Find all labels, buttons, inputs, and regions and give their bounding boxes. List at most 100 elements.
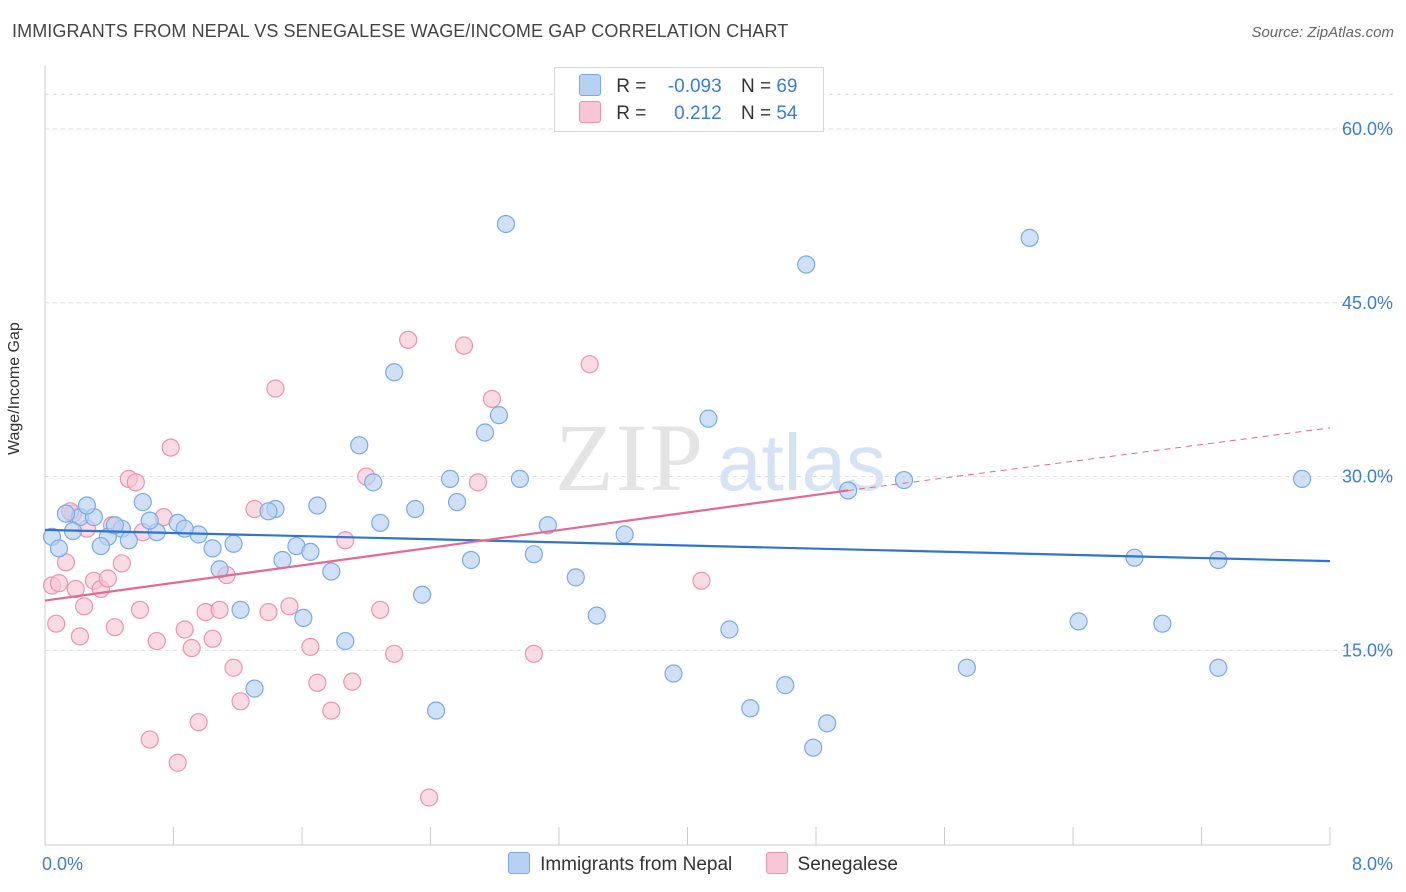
nepal-point xyxy=(364,473,383,492)
nepal-point xyxy=(49,539,69,558)
nepal-point xyxy=(210,560,229,579)
senegalese-trend-line xyxy=(44,489,849,602)
nepal-point xyxy=(385,363,404,382)
legend-n-value: 69 xyxy=(776,76,798,97)
nepal-point xyxy=(1153,614,1172,633)
nepal-point xyxy=(413,585,432,604)
senegalese-point xyxy=(468,473,488,492)
nepal-point xyxy=(447,492,467,512)
senegalese-point xyxy=(203,629,222,648)
bottom-legend-swatch-senegalese xyxy=(765,852,788,874)
senegalese-point xyxy=(47,614,66,633)
senegalese-trend-line-extension xyxy=(847,427,1331,491)
senegalese-point xyxy=(210,600,229,619)
senegalese-point xyxy=(399,330,418,349)
nepal-point xyxy=(957,658,976,677)
nepal-trend-line xyxy=(44,528,1331,563)
senegalese-point xyxy=(280,597,299,616)
senegalese-point xyxy=(385,644,404,663)
senegalese-point xyxy=(524,644,543,663)
nepal-point xyxy=(133,492,152,512)
legend-r-label: R = xyxy=(616,103,647,124)
nepal-point xyxy=(56,504,76,523)
nepal-point xyxy=(224,534,243,553)
senegalese-point xyxy=(189,713,208,732)
nepal-point xyxy=(720,620,739,639)
senegalese-point xyxy=(580,355,599,374)
nepal-point xyxy=(496,214,516,234)
trend-lines xyxy=(44,427,1331,602)
legend-row-nepal: R = -0.093 N = 69 xyxy=(579,74,797,98)
nepal-point xyxy=(371,513,390,533)
nepal-point xyxy=(1069,612,1088,631)
legend-swatch-senegalese xyxy=(579,101,601,123)
senegalese-point xyxy=(301,637,320,656)
bottom-legend-item-nepal: Immigrants from Nepal xyxy=(508,852,732,876)
senegalese-point xyxy=(420,788,439,807)
nepal-point xyxy=(322,562,341,581)
senegalese-point xyxy=(231,692,250,711)
series-nepal-points xyxy=(42,214,1312,757)
senegalese-point xyxy=(49,574,69,593)
legend-swatch-nepal xyxy=(579,74,601,96)
senegalese-point xyxy=(140,730,159,749)
watermark-zip: ZIP xyxy=(555,404,705,511)
nepal-point xyxy=(1125,548,1144,567)
senegalese-point xyxy=(322,701,341,720)
senegalese-point xyxy=(130,600,150,619)
senegalese-point xyxy=(482,389,502,409)
nepal-point xyxy=(1292,469,1312,488)
senegalese-point xyxy=(692,571,711,590)
senegalese-point xyxy=(147,631,166,651)
nepal-point xyxy=(294,608,313,628)
legend-row-senegalese: R = 0.212 N = 54 xyxy=(579,101,797,125)
nepal-point xyxy=(475,423,495,442)
nepal-point xyxy=(140,511,159,530)
bottom-legend: Immigrants from Nepal Senegalese xyxy=(0,852,1406,876)
senegalese-point xyxy=(126,473,145,492)
senegalese-point xyxy=(343,672,362,691)
watermark-atlas: atlas xyxy=(717,418,886,507)
senegalese-point xyxy=(168,753,187,772)
nepal-point xyxy=(804,738,823,757)
chart-title: IMMIGRANTS FROM NEPAL VS SENEGALESE WAGE… xyxy=(12,21,789,41)
nepal-point xyxy=(797,255,816,274)
nepal-point xyxy=(524,545,543,564)
nepal-point xyxy=(245,679,264,698)
nepal-point xyxy=(1209,658,1228,677)
bottom-legend-swatch-nepal xyxy=(508,852,531,874)
y-tick-label: 30.0% xyxy=(1342,467,1393,487)
nepal-point xyxy=(461,550,481,570)
senegalese-point xyxy=(224,658,243,677)
nepal-point xyxy=(273,550,292,570)
senegalese-point xyxy=(371,600,390,619)
watermark: ZIP atlas xyxy=(555,404,886,511)
y-tick-label: 45.0% xyxy=(1342,293,1393,313)
nepal-point xyxy=(77,496,97,515)
nepal-point xyxy=(406,499,425,519)
legend-r-label: R = xyxy=(616,76,647,97)
x-tick-label-min: 0.0% xyxy=(42,854,83,874)
nepal-point xyxy=(350,436,369,455)
nepal-point xyxy=(308,496,327,515)
nepal-point xyxy=(336,631,355,651)
senegalese-point xyxy=(112,554,131,573)
series-senegalese-points xyxy=(42,330,711,807)
legend-n-value: 54 xyxy=(776,103,798,124)
senegalese-point xyxy=(259,603,278,622)
legend-n-label: N = xyxy=(740,76,772,97)
grid-lines xyxy=(45,93,1395,651)
nepal-point xyxy=(699,409,718,428)
y-tick-label: 15.0% xyxy=(1342,640,1393,660)
legend-r-value: 0.212 xyxy=(674,103,722,124)
nepal-point xyxy=(894,470,914,490)
nepal-point xyxy=(615,525,634,544)
senegalese-point xyxy=(308,673,327,692)
x-tick-label-max: 8.0% xyxy=(1352,854,1393,874)
y-tick-label: 60.0% xyxy=(1342,119,1393,139)
bottom-legend-label-nepal: Immigrants from Nepal xyxy=(540,854,733,875)
senegalese-point xyxy=(75,597,94,616)
senegalese-point xyxy=(336,531,355,550)
legend: R = -0.093 N = 69 R = 0.212 N = 54 xyxy=(554,67,824,132)
